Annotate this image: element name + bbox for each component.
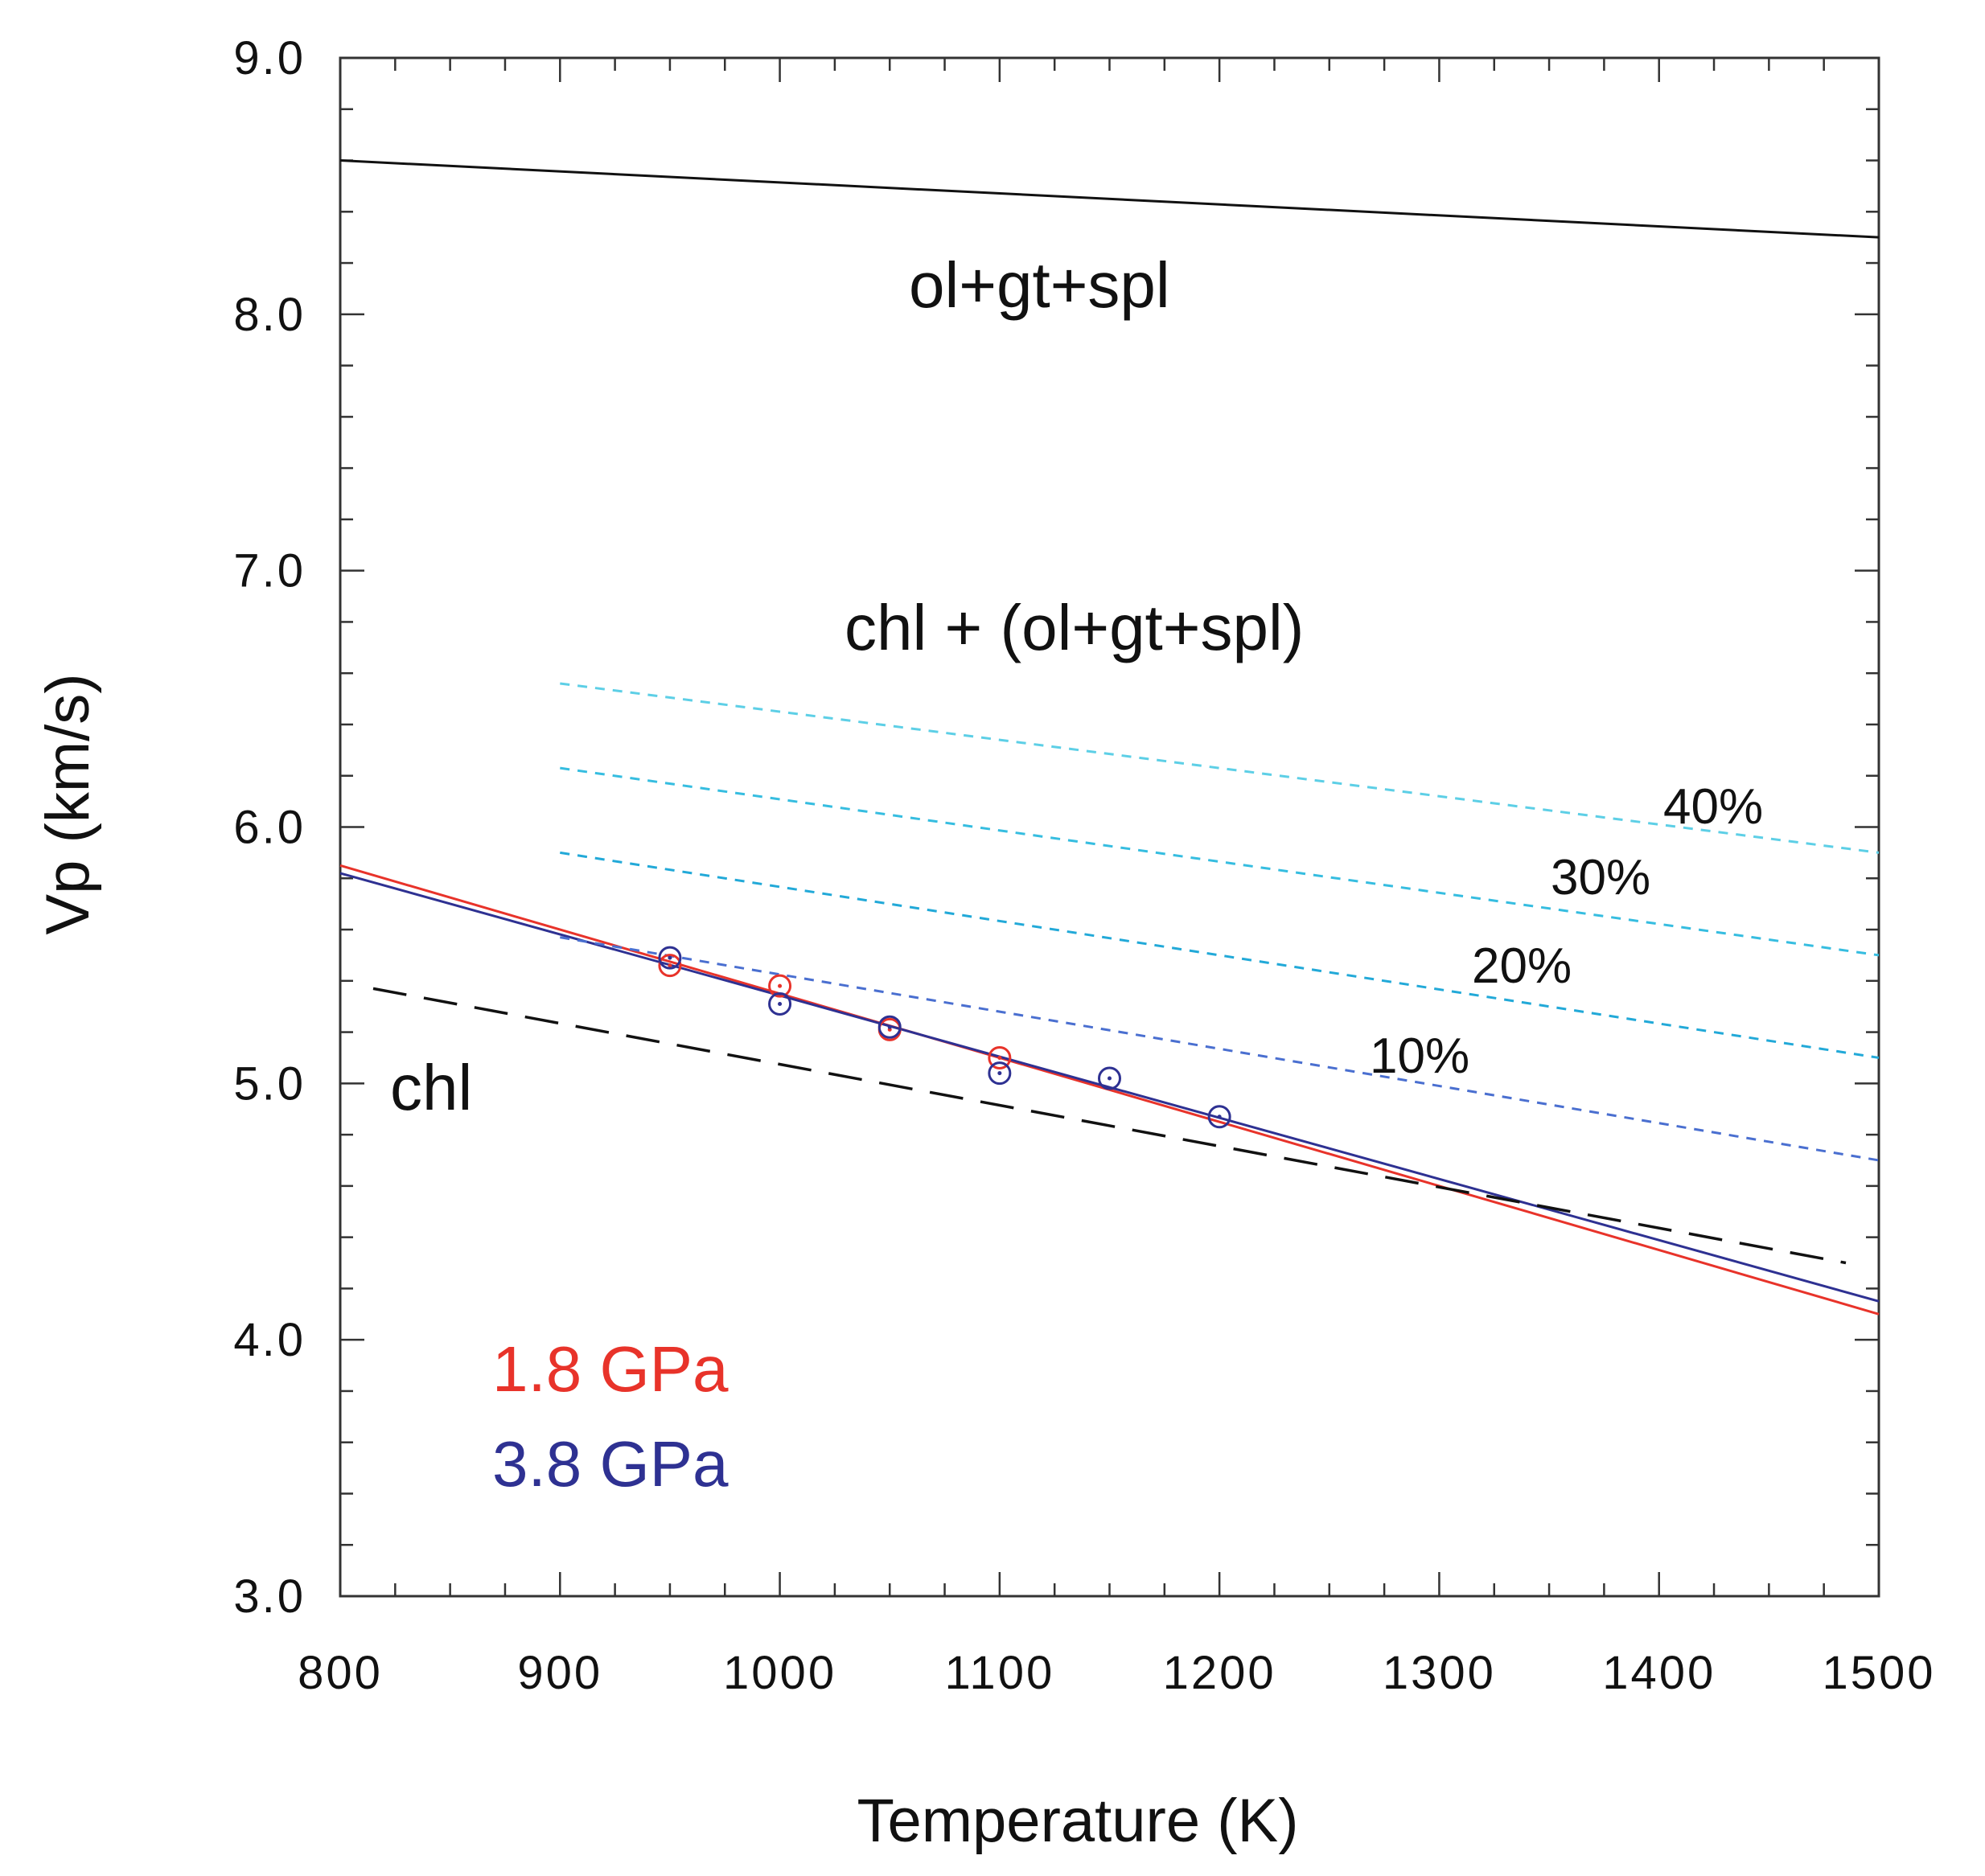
y-tick-label: 7.0 — [233, 545, 306, 597]
series-layer — [339, 159, 1880, 1316]
data-point-3-8-gpa-data-center — [668, 955, 672, 960]
data-point-1-8-gpa-data-center — [668, 963, 672, 968]
data-point-3-8-gpa-data-center — [1217, 1115, 1222, 1119]
data-point-3-8-gpa-data — [877, 1015, 902, 1039]
series-line-20- — [560, 851, 1880, 1059]
series-line-40- — [560, 682, 1880, 854]
percent-label-10: 10% — [1370, 1028, 1469, 1084]
x-tick-label: 1200 — [1163, 1647, 1276, 1699]
y-tick-label: 3.0 — [233, 1570, 306, 1623]
x-tick-labels: 800 900 1000 1100 1200 1300 1400 1500 — [298, 1647, 1935, 1699]
percent-label-40: 40% — [1663, 779, 1763, 835]
data-point-3-8-gpa-data-center — [997, 1071, 1002, 1076]
data-point-1-8-gpa-data — [658, 954, 682, 978]
data-point-1-8-gpa-data-center — [778, 983, 783, 988]
y-axis-title: Vp (km/s) — [34, 673, 102, 934]
y-tick-label: 5.0 — [233, 1057, 306, 1110]
x-tick-label: 1500 — [1822, 1647, 1935, 1699]
legend-1-8-gpa: 1.8 GPa — [492, 1333, 729, 1405]
data-point-3-8-gpa-data-center — [1108, 1076, 1112, 1081]
y-tick-labels: 3.0 4.0 5.0 6.0 7.0 8.0 9.0 — [233, 32, 306, 1623]
x-tick-label: 1400 — [1602, 1647, 1716, 1699]
data-point-1-8-gpa-data — [768, 974, 792, 998]
y-tick-label: 9.0 — [233, 32, 306, 84]
legend-3-8-gpa: 3.8 GPa — [492, 1428, 729, 1500]
data-point-3-8-gpa-data — [658, 946, 682, 970]
plot-frame — [339, 56, 1880, 1598]
points-layer — [658, 946, 1231, 1129]
x-tick-label: 1300 — [1383, 1647, 1496, 1699]
series-line-chl — [372, 987, 1847, 1265]
data-point-3-8-gpa-data-center — [778, 1001, 783, 1006]
x-tick-label: 800 — [298, 1647, 383, 1699]
x-tick-label: 1000 — [723, 1647, 836, 1699]
data-point-3-8-gpa-data — [1207, 1105, 1231, 1129]
data-point-1-8-gpa-data — [988, 1045, 1012, 1069]
x-axis-title: Temperature (K) — [857, 1787, 1298, 1855]
percent-label-20: 20% — [1472, 938, 1572, 994]
region-label-ol-gt-spl: ol+gt+spl — [909, 249, 1170, 321]
region-label-mixture: chl + (ol+gt+spl) — [845, 592, 1304, 663]
series-line-ol-gt-spl — [339, 159, 1880, 239]
y-tick-label: 8.0 — [233, 289, 306, 341]
data-point-3-8-gpa-data-center — [887, 1024, 892, 1029]
data-point-3-8-gpa-data — [768, 991, 792, 1016]
region-label-chl: chl — [390, 1052, 472, 1123]
data-point-1-8-gpa-data-center — [997, 1055, 1002, 1060]
data-point-3-8-gpa-data — [1098, 1066, 1121, 1090]
y-tick-label: 4.0 — [233, 1314, 306, 1366]
percent-label-30: 30% — [1551, 850, 1650, 905]
x-tick-label: 900 — [517, 1647, 602, 1699]
y-tick-label: 6.0 — [233, 802, 306, 854]
data-point-3-8-gpa-data — [988, 1061, 1012, 1086]
x-tick-label: 1100 — [944, 1647, 1054, 1699]
